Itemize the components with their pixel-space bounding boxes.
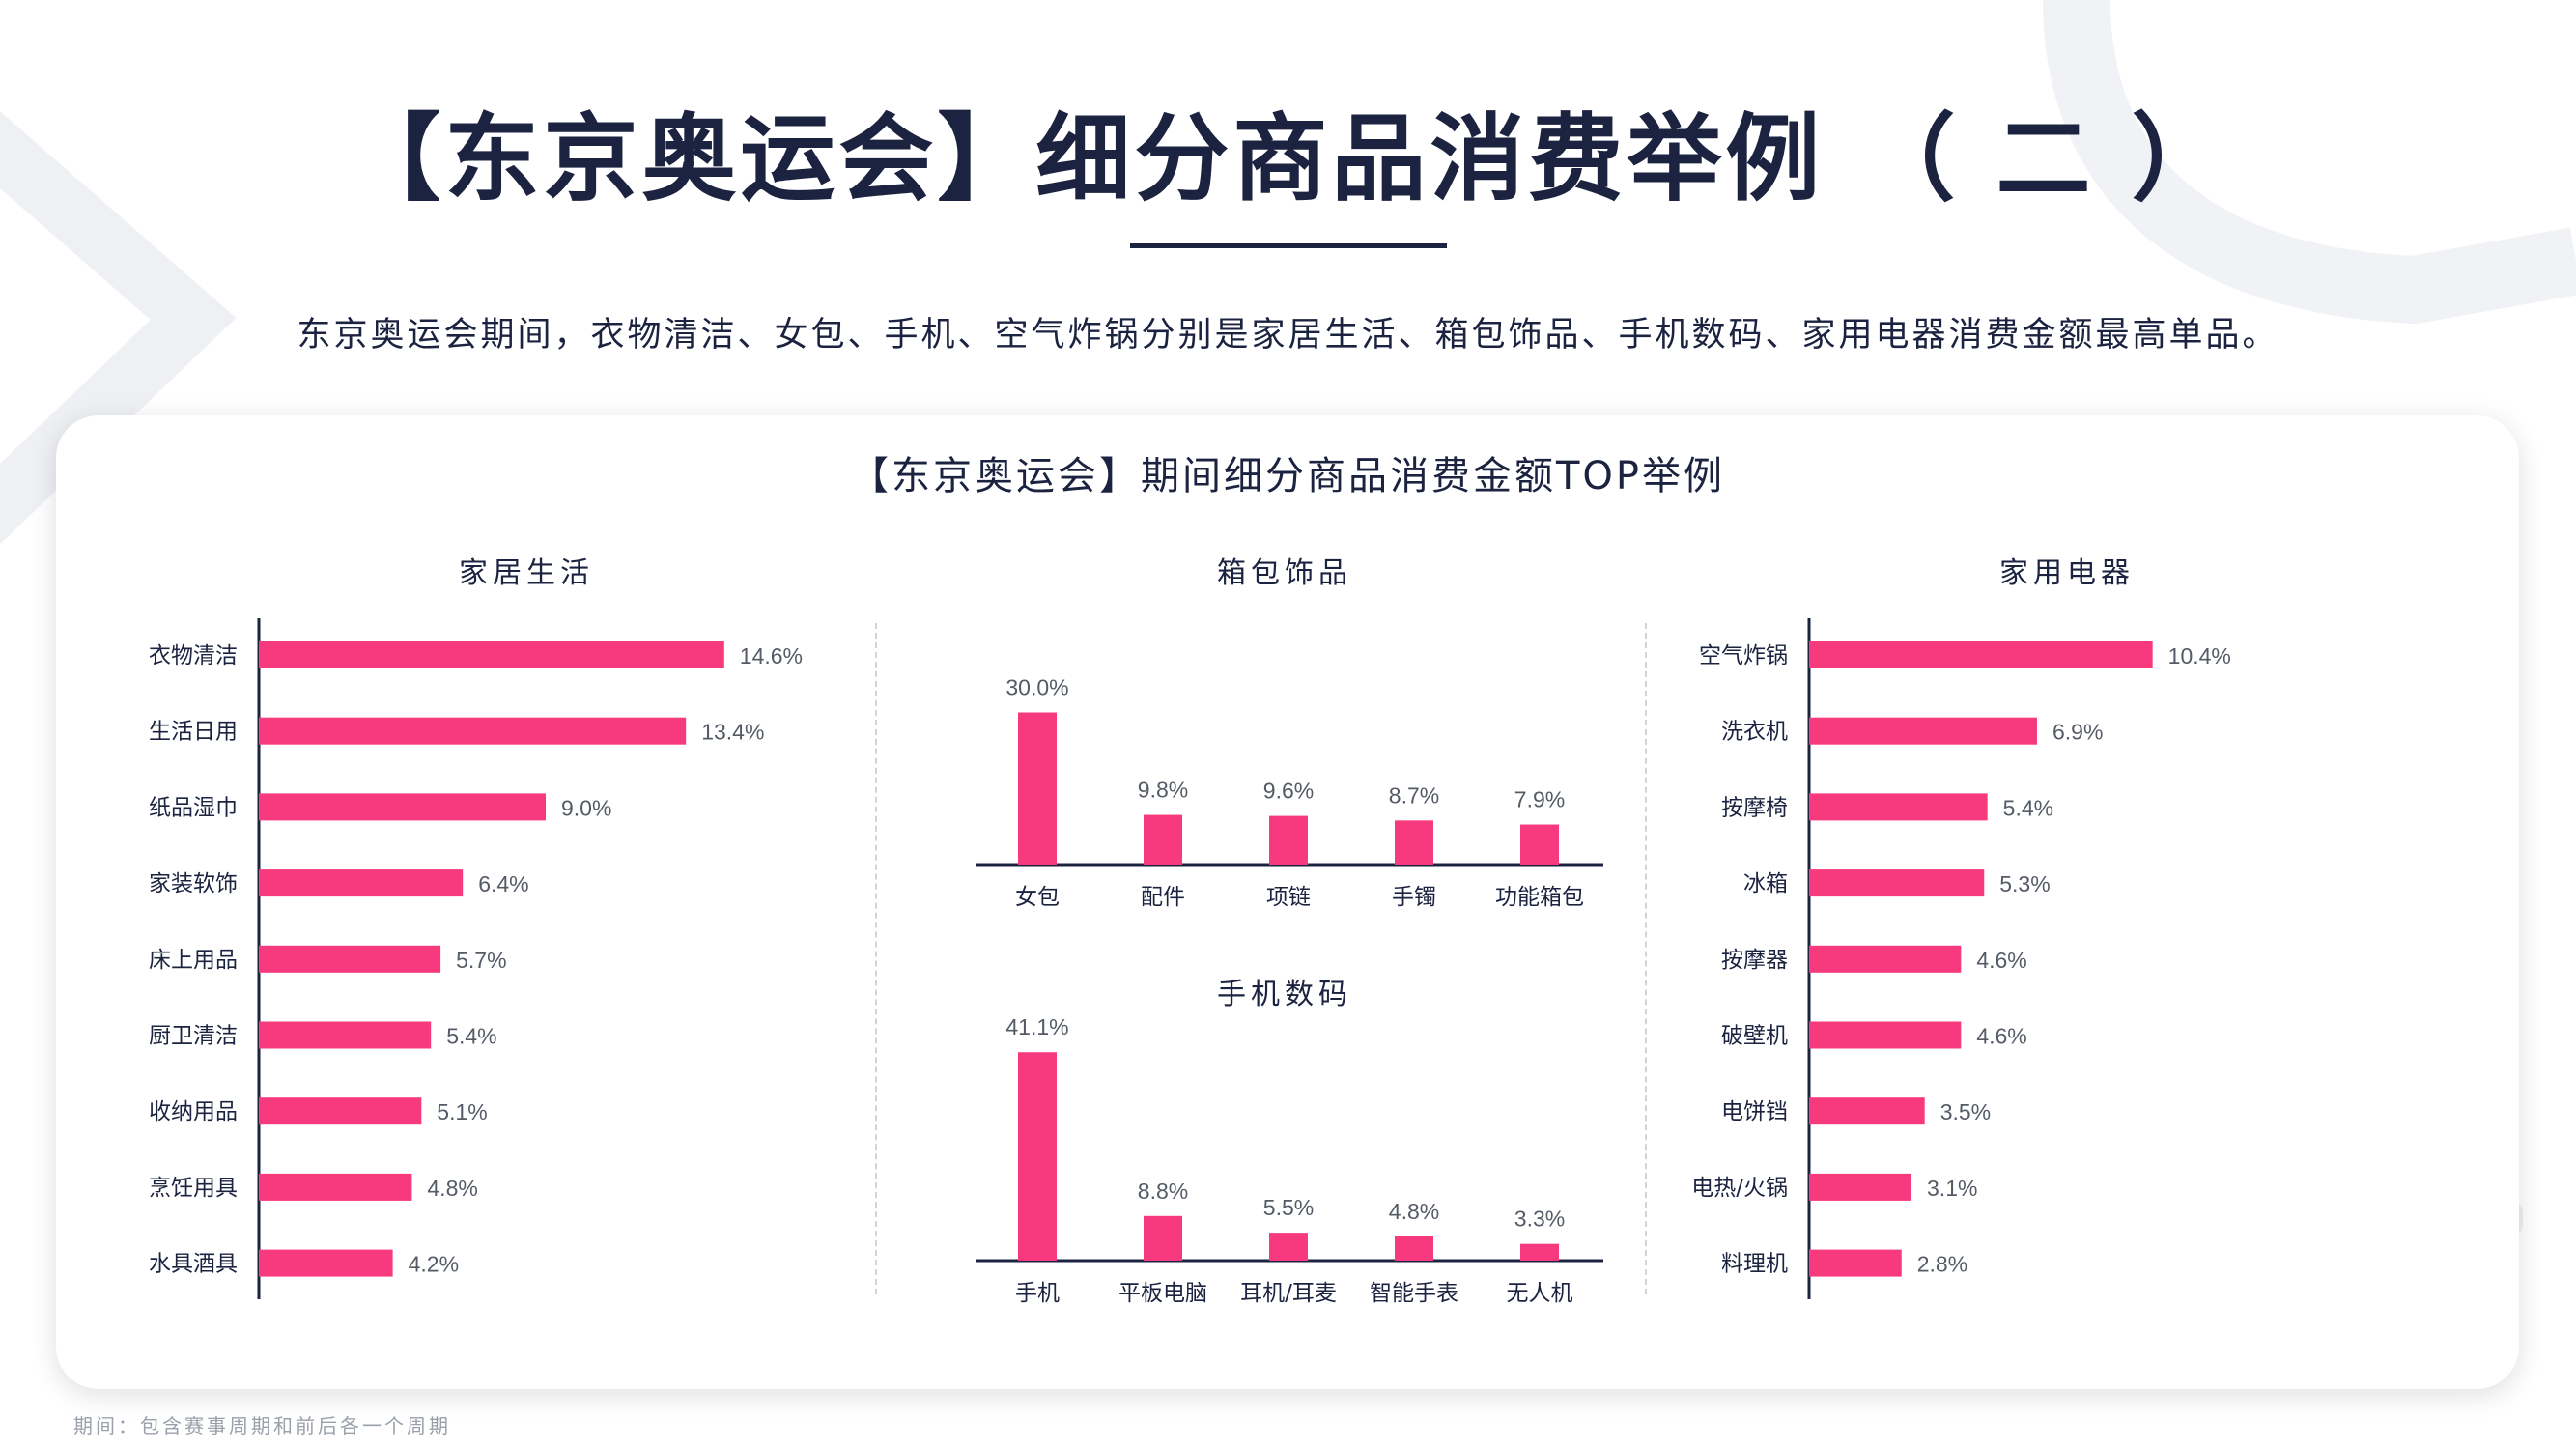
appliances-bar <box>1809 1173 1912 1201</box>
digital-value-label: 8.8% <box>1138 1179 1188 1204</box>
title-underline <box>1130 243 1447 248</box>
appliances-value-label: 2.8% <box>1917 1252 1967 1277</box>
bags-value-label: 7.9% <box>1514 787 1565 812</box>
appliances-value-label: 4.6% <box>1976 948 2026 973</box>
digital-bar <box>1144 1215 1182 1261</box>
digital-bar <box>1269 1233 1308 1261</box>
bags-value-label: 30.0% <box>1005 675 1068 700</box>
appliances-bar <box>1809 1097 1925 1125</box>
home-living-bar <box>259 793 546 821</box>
digital-bar <box>1018 1052 1057 1261</box>
home-living-category-label: 床上用品 <box>149 948 238 973</box>
bags-value-label: 9.6% <box>1263 779 1314 804</box>
section-title-mobile-digital: 手机数码 <box>1217 978 1352 1011</box>
bags-bar <box>1520 824 1559 865</box>
appliances-value-label: 5.4% <box>2003 795 2053 820</box>
digital-value-label: 41.1% <box>1005 1014 1068 1039</box>
home-living-bar <box>259 641 724 668</box>
bags-category-label: 项链 <box>1266 885 1311 910</box>
home-living-value-label: 6.4% <box>478 871 528 896</box>
home-living-value-label: 5.1% <box>437 1099 487 1124</box>
divider-left <box>875 623 877 1294</box>
appliances-value-label: 4.6% <box>1976 1024 2026 1049</box>
appliances-category-label: 按摩器 <box>1721 948 1788 973</box>
bags-category-label: 女包 <box>1015 885 1060 910</box>
appliances-category-label: 电热/火锅 <box>1691 1176 1788 1201</box>
home-living-value-label: 13.4% <box>701 720 764 745</box>
digital-category-label: 无人机 <box>1507 1281 1573 1306</box>
appliances-category-label: 冰箱 <box>1743 871 1788 896</box>
home-living-bar <box>259 1021 432 1049</box>
bags-bar <box>1018 712 1057 865</box>
page-subtitle: 东京奥运会期间，衣物清洁、女包、手机、空气炸锅分别是家居生活、箱包饰品、手机数码… <box>297 316 2279 355</box>
bags-value-label: 9.8% <box>1138 778 1188 803</box>
card-title: 【东京奥运会】期间细分商品消费金额TOP举例 <box>849 454 1726 498</box>
appliances-bar <box>1809 945 1962 973</box>
section-title-bags-accessories: 箱包饰品 <box>1217 556 1352 590</box>
appliances-category-label: 电饼铛 <box>1721 1099 1788 1124</box>
bags-value-label: 8.7% <box>1389 782 1439 808</box>
section-title-home-appliances: 家用电器 <box>1999 556 2135 590</box>
appliances-category-label: 按摩椅 <box>1721 795 1788 820</box>
appliances-bar <box>1809 1249 1902 1277</box>
appliances-bar <box>1809 793 1988 821</box>
home-living-category-label: 厨卫清洁 <box>149 1024 238 1049</box>
digital-bar <box>1395 1236 1433 1261</box>
digital-value-label: 3.3% <box>1514 1207 1565 1232</box>
home-living-value-label: 14.6% <box>740 643 803 668</box>
home-living-bar <box>259 717 687 745</box>
digital-category-label: 耳机/耳麦 <box>1240 1281 1337 1306</box>
bags-category-label: 配件 <box>1141 885 1185 910</box>
home-living-value-label: 5.4% <box>446 1024 496 1049</box>
digital-category-label: 智能手表 <box>1370 1281 1458 1306</box>
bags-bar <box>1269 815 1308 865</box>
footnote: 期间：包含赛事周期和前后各一个周期 <box>73 1414 451 1437</box>
home-living-category-label: 生活日用 <box>149 720 238 745</box>
home-living-bar <box>259 945 441 973</box>
home-living-category-label: 家装软饰 <box>149 871 238 896</box>
section-title-home-living: 家居生活 <box>459 556 594 590</box>
appliances-value-label: 3.1% <box>1927 1176 1977 1201</box>
appliances-value-label: 10.4% <box>2168 643 2231 668</box>
bags-bar <box>1144 814 1182 865</box>
home-living-category-label: 水具酒具 <box>149 1252 238 1277</box>
appliances-value-label: 5.3% <box>1999 871 2050 896</box>
appliances-bar <box>1809 717 2037 745</box>
digital-category-label: 手机 <box>1015 1281 1060 1306</box>
home-living-category-label: 纸品湿巾 <box>149 795 238 820</box>
home-living-category-label: 收纳用品 <box>149 1099 238 1124</box>
appliances-bar <box>1809 1021 1962 1049</box>
digital-value-label: 5.5% <box>1263 1195 1314 1220</box>
bags-category-label: 功能箱包 <box>1495 885 1584 910</box>
home-living-value-label: 9.0% <box>561 795 611 820</box>
page-title: 【东京奥运会】细分商品消费举例 （ 二 ） <box>346 104 2230 214</box>
appliances-value-label: 3.5% <box>1940 1099 1991 1124</box>
bags-category-label: 手镯 <box>1392 885 1436 910</box>
home-living-bar <box>259 1173 412 1201</box>
appliances-bar <box>1809 641 2153 668</box>
digital-category-label: 平板电脑 <box>1118 1281 1207 1306</box>
home-living-bar <box>259 869 464 897</box>
bags-bar <box>1395 820 1433 865</box>
home-living-category-label: 烹饪用具 <box>149 1176 238 1201</box>
appliances-value-label: 6.9% <box>2052 720 2103 745</box>
home-living-bar <box>259 1249 393 1277</box>
divider-right <box>1645 623 1647 1294</box>
digital-bar <box>1520 1243 1559 1261</box>
home-living-bar <box>259 1097 422 1125</box>
appliances-bar <box>1809 869 1985 897</box>
digital-value-label: 4.8% <box>1389 1199 1439 1224</box>
home-living-category-label: 衣物清洁 <box>149 643 238 668</box>
chart-card <box>56 415 2519 1389</box>
appliances-category-label: 洗衣机 <box>1721 720 1788 745</box>
home-living-value-label: 4.2% <box>409 1252 459 1277</box>
home-living-value-label: 4.8% <box>427 1176 477 1201</box>
appliances-category-label: 料理机 <box>1721 1252 1788 1277</box>
appliances-category-label: 破壁机 <box>1721 1024 1788 1049</box>
appliances-category-label: 空气炸锅 <box>1699 643 1788 668</box>
home-living-value-label: 5.7% <box>456 948 506 973</box>
